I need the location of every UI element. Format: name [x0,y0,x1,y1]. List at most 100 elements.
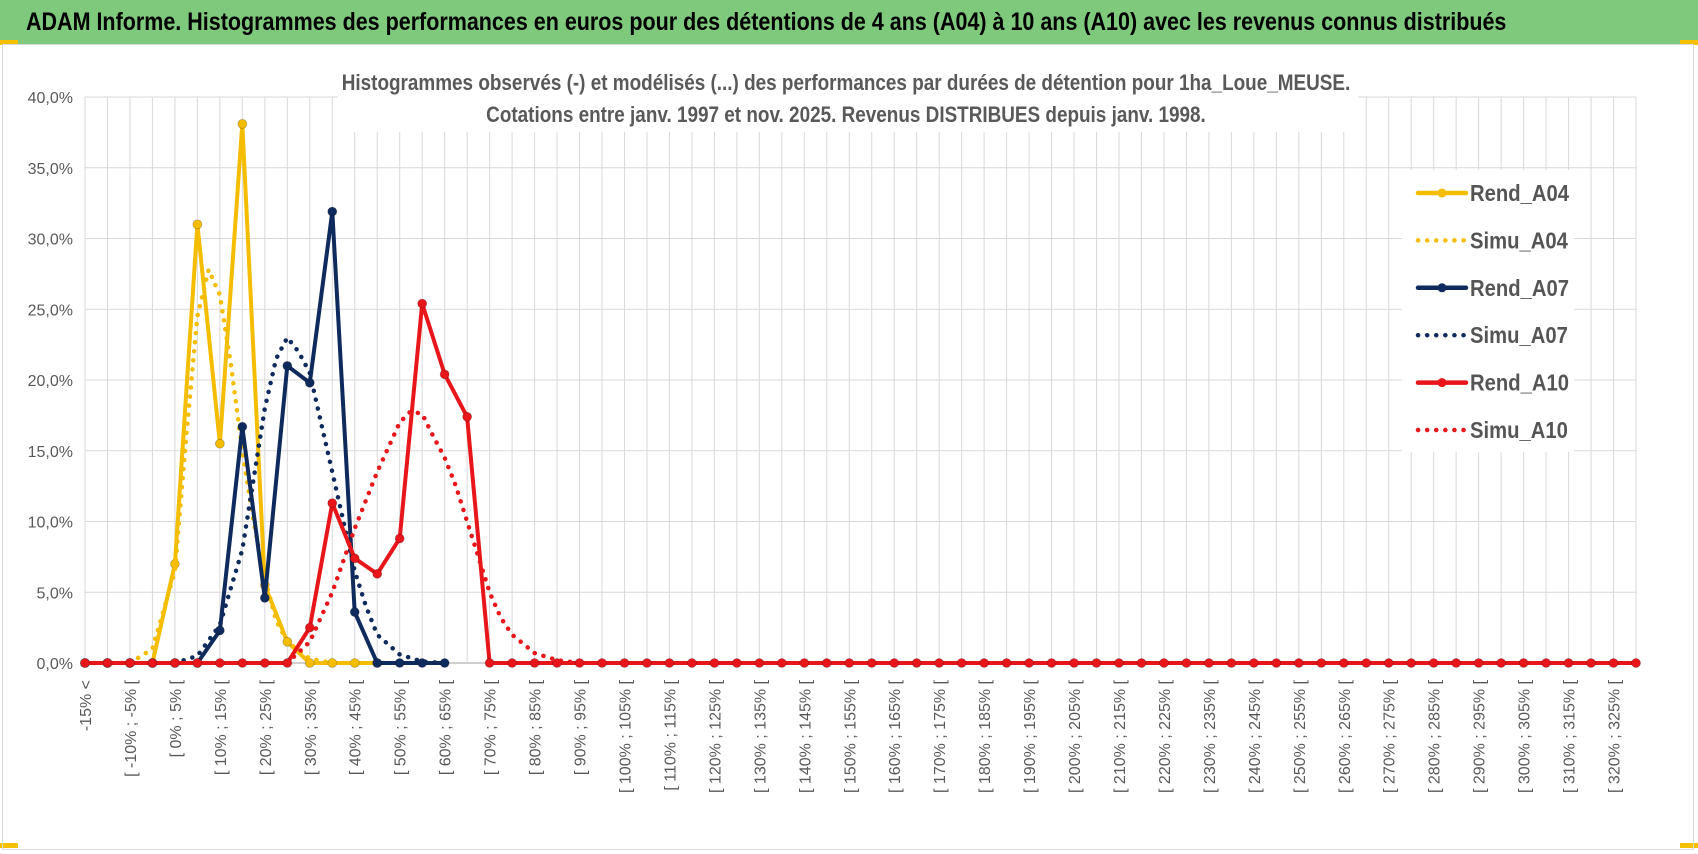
x-tick-label: [ -10% ; -5% [ [123,679,140,776]
x-tick-label: [ 70% ; 75% [ [483,679,500,775]
data-point-rend-a07 [394,658,405,668]
corner-mark-top-left [0,40,18,45]
data-point-rend-a10 [372,568,383,579]
data-point-rend-a10 [147,658,158,668]
x-tick-label: [ 290% ; 295% [ [1472,679,1489,793]
data-point-rend-a04 [304,658,315,668]
data-point-rend-a10 [1563,658,1574,668]
data-point-rend-a10 [237,658,248,668]
data-point-rend-a10 [1069,658,1079,668]
x-tick-label: [ 10% ; 15% [ [213,679,230,775]
data-point-rend-a10 [1316,658,1327,668]
y-tick-label: 30,0% [28,232,73,249]
chart-title: Histogrammes observés (-) et modélisés (… [342,71,1350,96]
data-point-rend-a10 [1181,658,1192,668]
x-axis-ticks: -15% < [ -10% ; -5% [[ 0% ; 5% [[ 10% ; 1… [78,679,1624,793]
data-point-rend-a10 [1518,658,1529,668]
data-point-rend-a10 [304,622,315,633]
data-point-rend-a10 [507,658,517,668]
data-point-rend-a10 [484,658,495,668]
data-point-rend-a10 [170,658,180,668]
data-point-rend-a10 [731,658,742,668]
series-line-simu-a04 [82,267,357,666]
x-tick-label: [ 20% ; 25% [ [258,679,275,775]
data-point-rend-a10 [1271,658,1282,668]
legend-label: Simu_A07 [1470,322,1568,349]
y-tick-label: 10,0% [28,515,73,532]
x-tick-label: [ 240% ; 245% [ [1247,679,1264,793]
series-line-rend-a10 [83,301,1638,665]
data-point-rend-a10 [1631,658,1641,668]
legend-label: Simu_A10 [1470,417,1568,444]
legend-marker [1437,378,1447,388]
data-point-rend-a07 [327,206,338,217]
x-tick-label: [ 190% ; 195% [ [1022,679,1039,793]
data-point-rend-a10 [349,553,360,564]
data-point-rend-a10 [1024,658,1034,668]
data-point-rend-a10 [1046,658,1057,668]
data-point-rend-a10 [1541,658,1551,668]
corner-mark-top-right [1680,40,1698,45]
data-point-rend-a10 [1338,658,1349,668]
data-point-rend-a10 [844,658,855,668]
data-point-rend-a10 [214,658,225,668]
data-point-rend-a10 [1114,658,1124,668]
data-point-rend-a10 [1383,658,1394,668]
data-point-rend-a10 [1159,658,1169,668]
data-point-rend-a10 [1091,658,1102,668]
data-point-rend-a04 [237,118,248,129]
data-point-rend-a10 [1136,658,1147,668]
legend-label: Rend_A07 [1470,275,1569,302]
title-background [338,64,1358,132]
data-point-rend-a07 [237,421,248,432]
x-tick-label: [ 150% ; 155% [ [842,679,859,793]
data-point-rend-a10 [327,498,338,509]
legend-background [1402,170,1574,452]
data-point-rend-a07 [259,593,270,603]
data-point-rend-a10 [754,658,765,668]
data-point-rend-a10 [799,658,810,668]
data-point-rend-a10 [80,658,90,668]
y-tick-label: 40,0% [28,90,73,107]
data-point-rend-a10 [462,411,473,422]
legend-marker [1437,283,1447,293]
x-tick-label: [ 30% ; 35% [ [303,679,320,775]
x-tick-label: [ 260% ; 265% [ [1337,679,1354,793]
data-point-rend-a10 [1406,658,1417,668]
x-tick-label: [ 40% ; 45% [ [348,679,365,775]
data-point-rend-a10 [889,658,900,668]
data-point-rend-a07 [349,607,360,617]
legend-label: Simu_A04 [1470,227,1568,254]
data-point-rend-a10 [619,658,630,668]
data-point-rend-a10 [597,658,607,668]
data-point-rend-a10 [1361,658,1372,668]
legend-marker [1437,188,1447,198]
x-tick-label: [ 320% ; 325% [ [1607,679,1624,793]
data-point-rend-a10 [1204,658,1214,668]
data-point-rend-a10 [956,658,967,668]
x-tick-label: [ 80% ; 85% [ [528,679,545,775]
y-tick-label: 0,0% [37,656,73,673]
data-point-rend-a10 [125,658,135,668]
data-point-rend-a10 [394,533,405,544]
series-line-simu-a07 [172,335,447,666]
data-point-rend-a10 [866,658,877,668]
data-point-rend-a10 [709,658,720,668]
data-point-rend-a10 [192,658,203,668]
x-tick-label: [ 100% ; 105% [ [617,679,634,793]
data-point-rend-a10 [439,369,450,380]
x-tick-label: -15% < [78,680,95,731]
y-tick-label: 15,0% [28,444,73,461]
header-banner: ADAM Informe. Histogrammes des performan… [0,0,1698,45]
x-tick-label: [ 180% ; 185% [ [977,679,994,793]
chart-frame [2,44,1694,850]
x-tick-label: [ 160% ; 165% [ [887,679,904,793]
y-tick-label: 25,0% [28,302,73,319]
data-point-rend-a07 [282,360,293,371]
corner-mark-bottom-left [0,843,18,848]
data-point-rend-a04 [214,438,225,449]
data-point-rend-a10 [687,658,697,668]
data-point-rend-a10 [1226,658,1237,668]
y-tick-label: 35,0% [28,161,73,178]
